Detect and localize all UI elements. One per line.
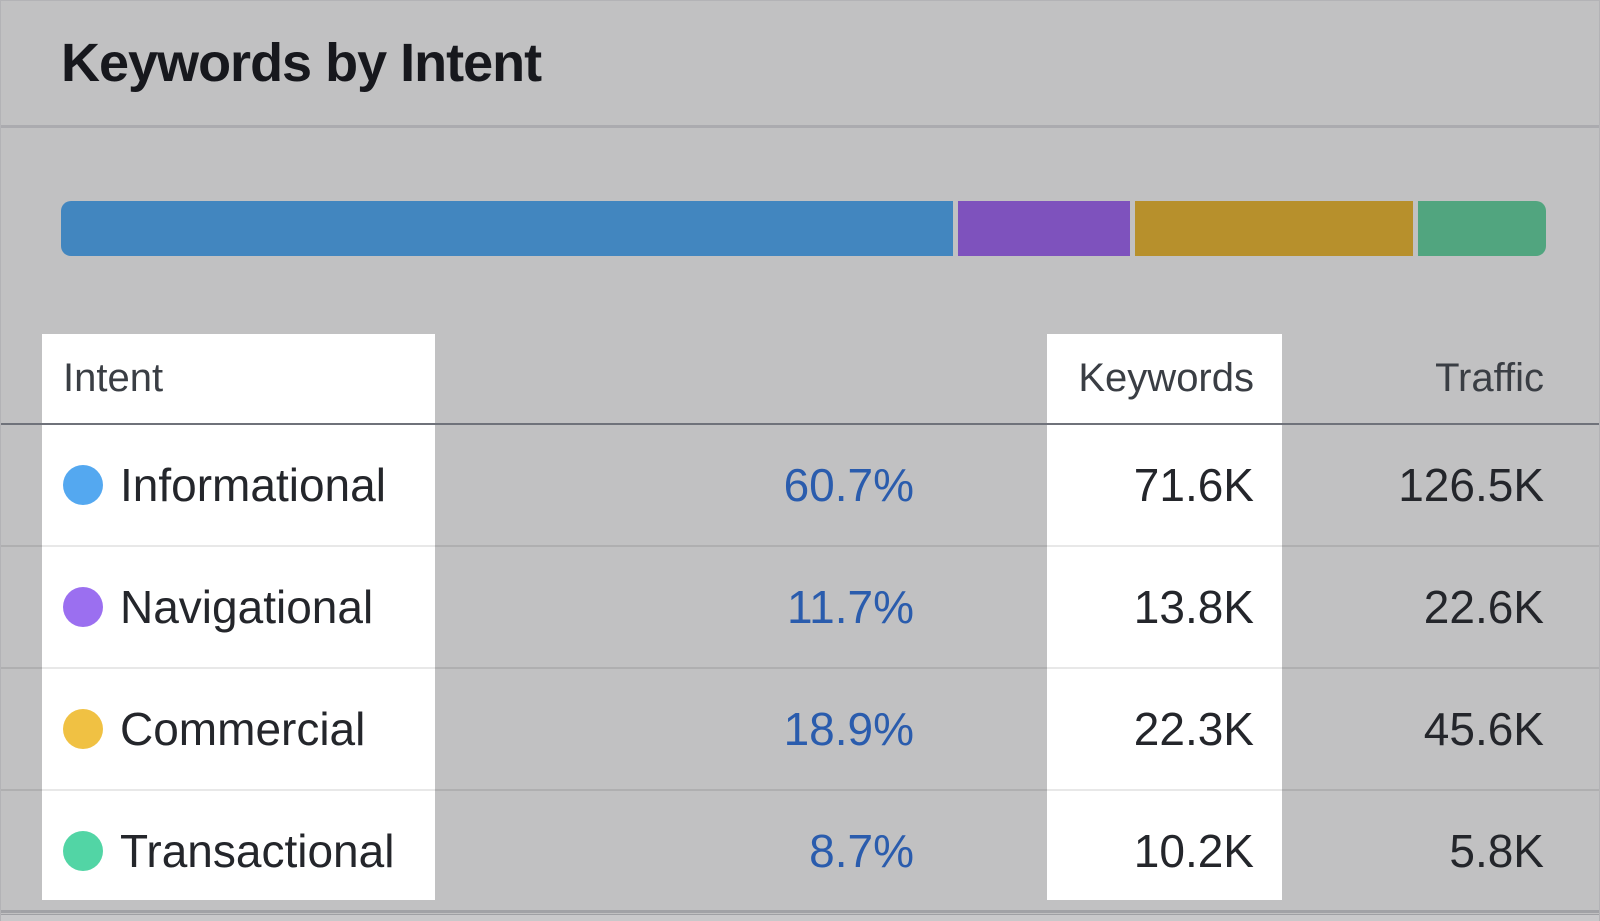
percent-link[interactable]: 18.9% [783,703,914,755]
traffic-value: 5.8K [1449,824,1544,877]
highlight-intent-column [42,334,435,900]
intent-label: Navigational [120,581,374,633]
table-row-navigational: Navigational 11.7% 13.8K 22.6K [1,547,1599,669]
navigational-dot-icon [63,587,103,627]
bar-segment-commercial [1135,201,1414,256]
column-header-traffic: Traffic [1435,356,1544,400]
traffic-value: 126.5K [1398,459,1544,511]
keywords-value: 71.6K [1133,459,1254,511]
keywords-value: 22.3K [1133,703,1254,755]
table-row-informational: Informational 60.7% 71.6K 126.5K [1,425,1599,547]
table-header-row: Intent Keywords Traffic [1,334,1599,425]
page-title: Keywords by Intent [61,33,542,93]
percent-link[interactable]: 8.7% [809,824,914,877]
traffic-value: 22.6K [1423,581,1544,633]
intent-cell: Transactional [42,824,435,878]
commercial-dot-icon [63,709,103,749]
bar-segment-transactional [1418,201,1546,256]
percent-link[interactable]: 60.7% [783,459,914,511]
intent-label: Transactional [120,824,395,877]
highlight-keywords-column [1047,334,1282,900]
traffic-value: 45.6K [1423,703,1544,755]
bar-segment-navigational [958,201,1131,256]
intent-cell: Navigational [42,580,435,634]
table-row-commercial: Commercial 18.9% 22.3K 45.6K [1,669,1599,791]
percent-link[interactable]: 11.7% [786,581,914,633]
widget-bottom-edge [1,914,1599,921]
table-row-transactional: Transactional 8.7% 10.2K 5.8K [1,791,1599,913]
intent-cell: Informational [42,458,435,512]
transactional-dot-icon [63,830,103,871]
column-header-intent: Intent [63,356,164,400]
keywords-value: 10.2K [1133,824,1254,877]
bar-segment-informational [61,201,954,256]
intent-distribution-bar [61,201,1546,256]
intent-cell: Commercial [42,702,435,756]
keywords-value: 13.8K [1133,581,1254,633]
widget-header: Keywords by Intent [1,1,1599,128]
informational-dot-icon [63,465,103,505]
column-header-keywords: Keywords [1078,356,1254,400]
intent-label: Commercial [120,703,366,755]
intent-table: Intent Keywords Traffic Informational 60… [1,334,1599,913]
intent-label: Informational [120,459,386,511]
